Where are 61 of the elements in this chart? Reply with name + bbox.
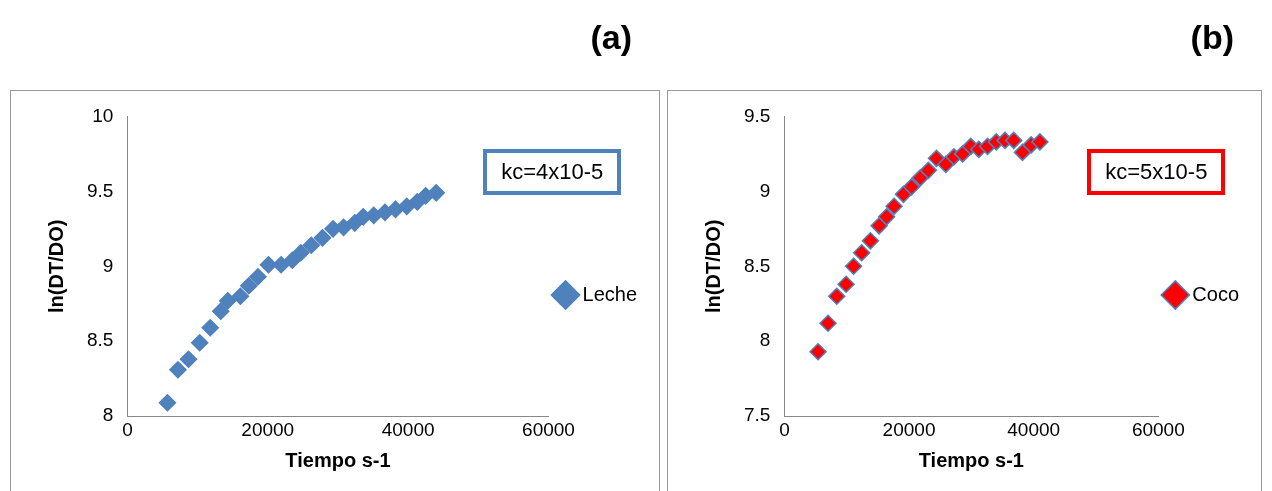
point — [190, 334, 209, 352]
point — [1004, 131, 1023, 150]
legend-label: Leche — [582, 282, 638, 305]
y-tick-label: 9.5 — [86, 179, 114, 201]
point — [283, 251, 302, 270]
point — [427, 184, 445, 202]
point — [837, 275, 855, 294]
annotation: kc=4x10-5 — [483, 149, 622, 196]
point — [1013, 143, 1032, 162]
point — [852, 244, 871, 262]
point — [919, 161, 938, 180]
point — [313, 229, 332, 247]
y-tick-label: 8 — [102, 404, 114, 426]
point — [231, 287, 250, 306]
point — [953, 145, 972, 163]
point — [877, 208, 896, 226]
point — [219, 292, 237, 310]
y-tick-label: 9.5 — [743, 104, 771, 126]
y-tick-label: 9 — [102, 254, 114, 276]
point — [828, 287, 846, 306]
y-tick-label: 9 — [759, 179, 771, 201]
point — [292, 244, 310, 262]
y-tick-label: 7.5 — [743, 404, 771, 426]
chart-title: (a) — [590, 18, 632, 57]
point — [1031, 133, 1049, 151]
y-axis-title: ln(DT/DO) — [44, 219, 67, 313]
x-tick-label: 0 — [779, 418, 790, 440]
legend-label: Coco — [1192, 282, 1240, 305]
point — [201, 319, 219, 337]
y-axis-title: ln(DT/DO) — [701, 219, 724, 313]
chart-title: (b) — [1190, 18, 1234, 57]
point — [902, 178, 921, 196]
x-tick-label: 0 — [122, 418, 133, 440]
x-tick-label: 40000 — [381, 418, 435, 440]
point — [179, 350, 198, 368]
point — [302, 236, 321, 255]
point — [819, 314, 837, 333]
x-axis-title: Tiempo s-1 — [285, 448, 391, 471]
x-tick-label: 60000 — [522, 418, 575, 440]
x-tick-label: 60000 — [1131, 418, 1185, 440]
y-tick-label: 10 — [92, 104, 114, 126]
x-tick-label: 20000 — [882, 418, 936, 440]
point — [272, 256, 290, 274]
annotation: kc=5x10-5 — [1087, 149, 1226, 196]
x-tick-label: 20000 — [241, 418, 295, 440]
point — [809, 342, 827, 361]
x-tick-label: 40000 — [1007, 418, 1061, 440]
point — [870, 217, 888, 235]
point — [240, 277, 258, 295]
x-axis-title: Tiempo s-1 — [918, 448, 1024, 471]
point — [927, 149, 946, 168]
point — [861, 232, 880, 250]
y-tick-label: 8 — [759, 329, 771, 351]
y-tick-label: 8.5 — [743, 254, 771, 276]
point — [212, 302, 230, 321]
point — [844, 257, 863, 276]
point — [169, 360, 187, 379]
point — [249, 268, 267, 286]
point — [885, 197, 903, 216]
point — [158, 393, 177, 412]
y-tick-label: 8.5 — [86, 329, 114, 351]
